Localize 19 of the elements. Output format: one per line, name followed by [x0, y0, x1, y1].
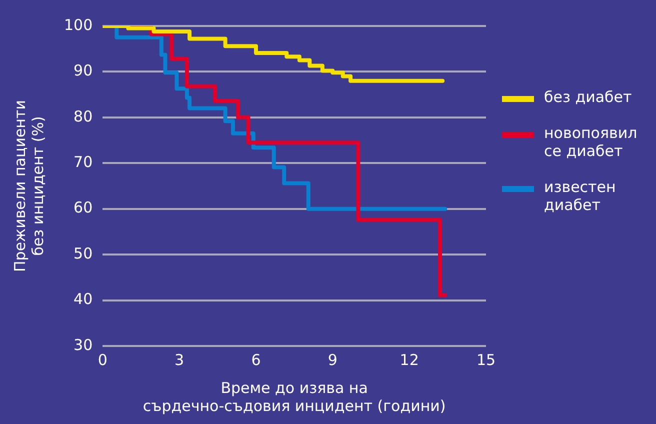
x-tick-label: 6	[251, 350, 261, 369]
y-tick-label: 30	[74, 336, 93, 354]
y-tick-label: 60	[74, 198, 93, 217]
x-tick-label: 9	[328, 350, 338, 369]
y-tick-label: 100	[64, 16, 93, 34]
y-tick-label: 80	[74, 107, 93, 126]
legend-label: новопоявил се диабет	[544, 124, 638, 160]
x-tick-label: 15	[476, 350, 496, 369]
y-tick-label: 70	[74, 153, 93, 172]
y-tick-label: 40	[74, 290, 93, 308]
legend-label: без диабет	[544, 88, 632, 106]
y-tick-label: 90	[74, 62, 93, 80]
y-tick-label: 50	[74, 244, 93, 262]
legend-label: известен диабет	[544, 178, 617, 214]
x-tick-label: 3	[174, 350, 184, 369]
y-axis-title: Преживели пациенти без инцидент (%)	[10, 100, 47, 272]
x-axis-title: Време до изява на сърдечно-съдовия инцидент (години)	[142, 378, 446, 415]
x-tick-label: 0	[98, 350, 108, 369]
x-tick-label: 12	[400, 350, 419, 369]
